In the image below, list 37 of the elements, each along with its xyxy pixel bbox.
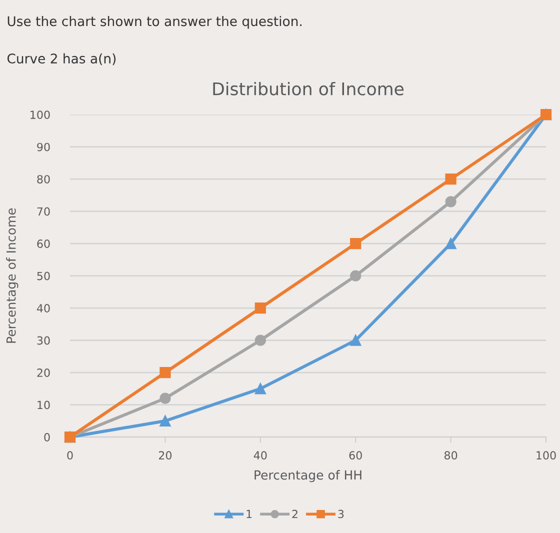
y-tick-label: 50 xyxy=(37,272,50,280)
point xyxy=(254,302,266,314)
x-tick-label: 20 xyxy=(158,451,172,460)
x-axis-title: Percentage of HH xyxy=(254,470,362,482)
point xyxy=(350,238,362,250)
legend-label: 2 xyxy=(292,510,298,518)
legend-label: 1 xyxy=(246,510,252,518)
text: Use the chart shown to answer the question. xyxy=(8,16,302,29)
y-tick-label: 10 xyxy=(38,400,50,410)
point xyxy=(160,415,171,426)
point xyxy=(350,270,362,282)
point xyxy=(445,174,456,185)
y-tick-label: 0 xyxy=(44,433,50,442)
y-tick-label: 90 xyxy=(37,142,50,152)
x-tick-label: 0 xyxy=(67,451,73,460)
y-tick-label: 70 xyxy=(37,207,50,216)
chart-title: Distribution of Income xyxy=(213,82,404,96)
x-tick-label: 80 xyxy=(444,451,458,460)
point xyxy=(254,383,266,394)
y-axis-title: Percentage of Income xyxy=(6,208,18,343)
y-tick-label: 40 xyxy=(36,304,50,312)
y-tick-label: 60 xyxy=(37,240,50,248)
point xyxy=(445,238,456,250)
y-tick-label: 80 xyxy=(37,175,50,184)
x-tick-label: 100 xyxy=(536,451,556,460)
y-tick-label: 20 xyxy=(37,368,50,377)
point xyxy=(350,334,362,346)
legend-label: 3 xyxy=(338,510,344,518)
point xyxy=(254,334,266,346)
x-tick-label: 40 xyxy=(254,451,267,460)
point xyxy=(160,392,171,404)
point xyxy=(160,367,171,378)
y-tick-label: 30 xyxy=(37,336,50,345)
text: Curve 2 has a(n) xyxy=(7,53,116,66)
point xyxy=(445,196,456,208)
x-tick-label: 60 xyxy=(349,451,362,460)
y-tick-label: 100 xyxy=(30,110,50,119)
